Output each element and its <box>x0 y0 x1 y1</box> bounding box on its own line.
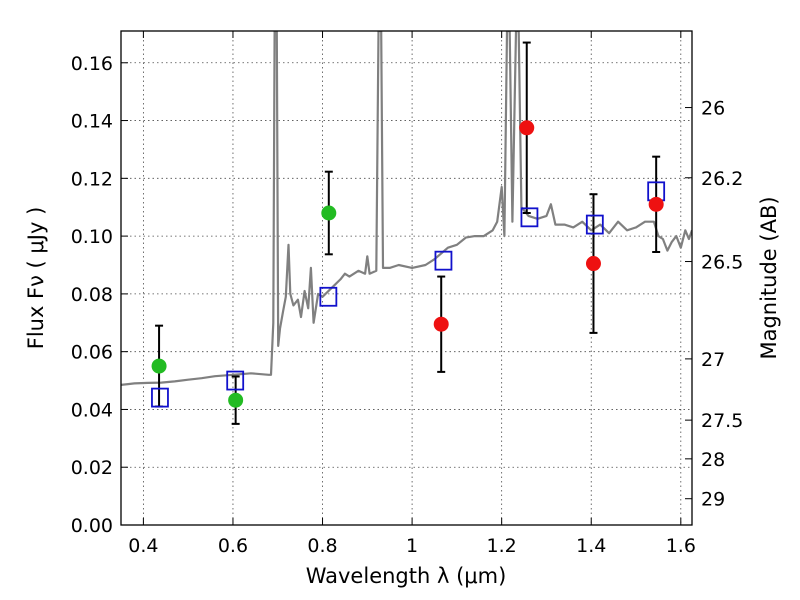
y-tick-label: 0.02 <box>71 457 113 479</box>
red-data-point <box>519 120 535 136</box>
axis-ticks: 0.4 0.6 0.8 1 1.2 1.4 1.6 0.00 0.02 0.04 0.06 0.08 0… <box>71 31 743 557</box>
right-tick-label: 28 <box>701 449 725 471</box>
right-tick-label: 26 <box>701 98 725 120</box>
x-tick-label: 1.6 <box>666 535 696 557</box>
right-tick-label: 26.2 <box>701 168 743 190</box>
y-tick-label: 0.00 <box>71 515 113 537</box>
right-tick-label: 27 <box>701 349 725 371</box>
model-flux-square <box>585 214 604 235</box>
model-flux-square <box>520 207 539 228</box>
red-data-point <box>433 316 449 332</box>
model-flux-square <box>151 387 169 408</box>
green-data-point <box>228 392 244 408</box>
right-tick-label: 29 <box>701 489 725 511</box>
y-tick-label: 0.12 <box>71 168 113 190</box>
x-tick-label: 0.8 <box>307 535 337 557</box>
x-tick-label: 0.4 <box>128 535 158 557</box>
red-data-point <box>585 256 601 272</box>
y-tick-label: 0.04 <box>71 399 113 421</box>
model-flux-square <box>319 286 338 307</box>
x-tick-label: 1.4 <box>576 535 606 557</box>
model-flux-square <box>226 370 245 391</box>
x-axis-label: Wavelength λ (μm) <box>306 564 507 588</box>
plot-frame <box>120 30 693 526</box>
y-tick-label: 0.08 <box>71 284 113 306</box>
right-tick-label: 27.5 <box>701 410 743 432</box>
data-points <box>151 41 666 425</box>
y-tick-label: 0.10 <box>71 226 113 248</box>
right-tick-label: 26.5 <box>701 252 743 274</box>
y-axis-label: Flux Fν ( μJy ) <box>24 207 48 350</box>
y-axis-label-right: Magnitude (AB) <box>757 196 781 359</box>
spectrum-line <box>121 31 692 386</box>
x-tick-label: 0.6 <box>218 535 248 557</box>
x-tick-label: 1 <box>406 535 418 557</box>
green-data-point <box>151 358 167 374</box>
red-data-point <box>648 196 664 212</box>
y-tick-label: 0.14 <box>71 111 113 133</box>
y-tick-label: 0.06 <box>71 342 113 364</box>
green-data-point <box>321 205 337 221</box>
model-flux-square <box>434 250 453 271</box>
y-tick-label: 0.16 <box>71 53 113 75</box>
model-spectrum <box>121 31 692 386</box>
x-tick-label: 1.2 <box>487 535 517 557</box>
